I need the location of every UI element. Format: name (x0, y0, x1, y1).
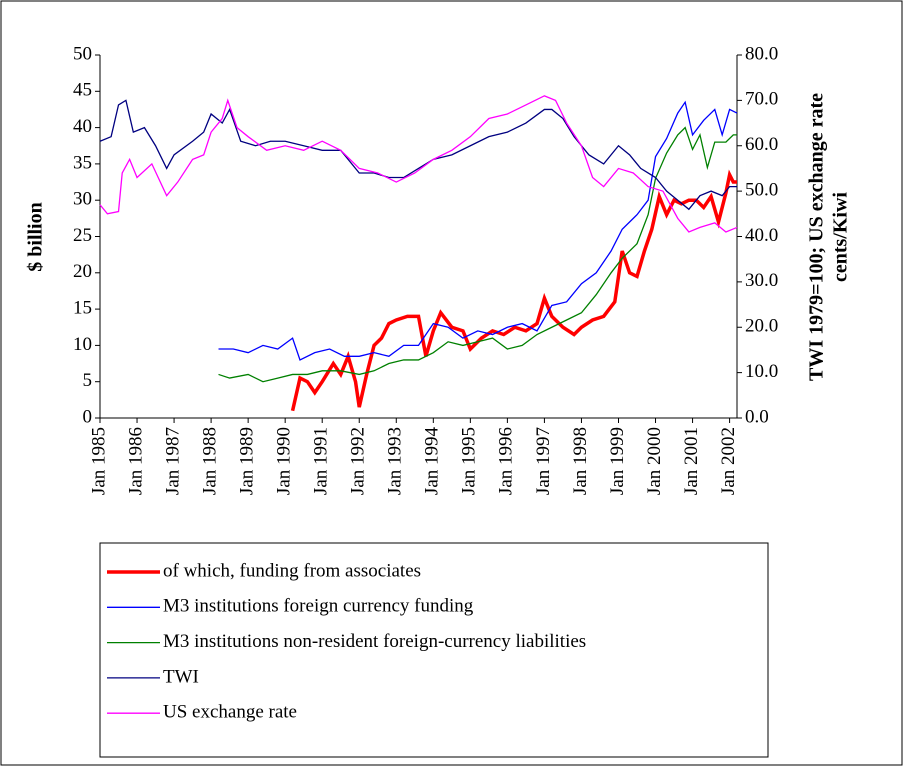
y2-tick-label: 50.0 (745, 179, 778, 200)
y-tick-label: 45 (73, 80, 92, 101)
x-tick-label: Jan 1994 (422, 427, 443, 496)
y-tick-label: 35 (73, 152, 92, 173)
y-tick-label: 20 (73, 261, 92, 282)
x-tick-label: Jan 1993 (385, 427, 406, 495)
x-tick-label: Jan 1990 (274, 427, 295, 495)
x-tick-label: Jan 1997 (533, 427, 554, 495)
y2-tick-label: 60.0 (745, 134, 778, 155)
y2-tick-label: 10.0 (745, 361, 778, 382)
x-tick-label: Jan 1987 (162, 427, 183, 495)
y2-tick-label: 40.0 (745, 225, 778, 246)
series-line (99, 99, 737, 211)
x-tick-label: Jan 1999 (607, 427, 628, 495)
x-tick-label: Jan 1992 (348, 427, 369, 495)
legend-label: M3 institutions foreign currency funding (163, 596, 474, 617)
y-tick-label: 15 (73, 297, 92, 318)
x-tick-label: Jan 1985 (88, 427, 109, 495)
series-line (218, 126, 737, 383)
x-tick-label: Jan 1986 (125, 427, 146, 495)
y2-tick-label: 0.0 (745, 406, 769, 427)
y-tick-label: 5 (83, 370, 93, 391)
x-tick-label: Jan 1998 (570, 427, 591, 495)
x-tick-label: Jan 1991 (311, 427, 332, 495)
legend-label: M3 institutions non-resident foreign-cur… (163, 631, 586, 652)
x-tick-label: Jan 2000 (644, 427, 665, 495)
series-line (218, 100, 738, 361)
y2-tick-label: 30.0 (745, 270, 778, 291)
y2-axis-label: cents/Kiwi (830, 192, 852, 282)
y-tick-label: 40 (73, 116, 92, 137)
series-line (99, 95, 738, 233)
legend-label: of which, funding from associates (163, 560, 421, 581)
y-tick-label: 30 (73, 189, 92, 210)
y2-tick-label: 20.0 (745, 316, 778, 337)
y-tick-label: 50 (73, 43, 92, 64)
x-tick-label: Jan 1989 (236, 427, 257, 495)
y-tick-label: 0 (83, 406, 93, 427)
y2-tick-label: 80.0 (745, 43, 778, 64)
y-tick-label: 25 (73, 225, 92, 246)
legend-label: US exchange rate (163, 702, 297, 723)
x-tick-label: Jan 1996 (496, 427, 517, 495)
x-tick-label: Jan 1995 (459, 427, 480, 495)
x-tick-label: Jan 2002 (718, 427, 739, 495)
legend-box (99, 542, 769, 758)
x-tick-label: Jan 2001 (681, 427, 702, 495)
legend-label: TWI (163, 666, 199, 687)
x-tick-label: Jan 1988 (199, 427, 220, 495)
y2-tick-label: 70.0 (745, 89, 778, 110)
y-axis-label: $ billion (25, 202, 47, 271)
y-tick-label: 10 (73, 334, 92, 355)
y2-axis-label: TWI 1979=100; US exchange rate (806, 93, 828, 381)
